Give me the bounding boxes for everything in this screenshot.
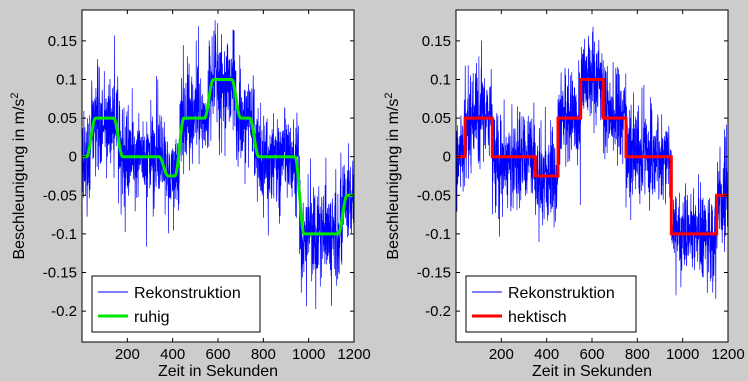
y-axis-label: Beschleunigung in m/s2 bbox=[9, 92, 28, 259]
y-tick-label: 0.05 bbox=[422, 110, 451, 127]
legend-label: ruhig bbox=[134, 309, 170, 326]
x-axis-label: Zeit in Sekunden bbox=[532, 363, 652, 380]
y-tick-label: -0.15 bbox=[417, 265, 451, 282]
y-axis-label-superscript: 2 bbox=[383, 92, 395, 98]
x-tick-label: 1200 bbox=[711, 346, 744, 363]
y-axis-label-text: Beschleunigung in m/s bbox=[11, 99, 28, 260]
x-axis-label: Zeit in Sekunden bbox=[158, 363, 278, 380]
y-tick-label: 0 bbox=[69, 149, 77, 166]
y-tick-label: -0.2 bbox=[51, 303, 77, 320]
left-chart-panel: 0.15 0.1 0.05 0 -0.05 -0.1 -0.15 -0.2 200 400 600 8… bbox=[9, 9, 371, 380]
y-tick-label: -0.05 bbox=[417, 187, 451, 204]
x-tick-label: 800 bbox=[625, 346, 650, 363]
y-tick-label: 0.15 bbox=[48, 33, 77, 50]
x-tick-label: 800 bbox=[251, 346, 276, 363]
y-tick-label: -0.2 bbox=[425, 303, 451, 320]
x-tick-label: 200 bbox=[115, 346, 140, 363]
y-tick-label: -0.15 bbox=[43, 265, 77, 282]
y-tick-label: -0.1 bbox=[51, 226, 77, 243]
y-axis-label-superscript: 2 bbox=[9, 92, 21, 98]
y-tick-label: 0.1 bbox=[56, 71, 77, 88]
y-axis-label: Beschleunigung in m/s2 bbox=[383, 92, 402, 259]
x-tick-label: 1000 bbox=[666, 346, 699, 363]
x-tick-label: 1200 bbox=[337, 346, 370, 363]
y-tick-label: -0.05 bbox=[43, 187, 77, 204]
legend-label: Rekonstruktion bbox=[508, 285, 615, 302]
series-line-ruhig bbox=[82, 78, 354, 236]
y-tick-label: 0.05 bbox=[48, 110, 77, 127]
x-tick-label: 400 bbox=[534, 346, 559, 363]
y-tick-label: 0 bbox=[443, 149, 451, 166]
legend-label: hektisch bbox=[508, 309, 567, 326]
x-tick-label: 1000 bbox=[292, 346, 325, 363]
x-tick-label: 400 bbox=[160, 346, 185, 363]
x-tick-label: 200 bbox=[489, 346, 514, 363]
y-tick-label: 0.15 bbox=[422, 33, 451, 50]
y-tick-label: -0.1 bbox=[425, 226, 451, 243]
legend: Rekonstruktion hektisch bbox=[465, 275, 637, 333]
right-chart-panel: 0.15 0.1 0.05 0 -0.05 -0.1 -0.15 -0.2 200 400 600 8… bbox=[383, 9, 745, 380]
y-tick-label: 0.1 bbox=[430, 71, 451, 88]
x-tick-label: 600 bbox=[579, 346, 604, 363]
y-axis-label-text: Beschleunigung in m/s bbox=[385, 99, 402, 260]
series-line-rekonstruktion bbox=[82, 20, 354, 310]
series-line-hektisch bbox=[456, 78, 728, 236]
legend: Rekonstruktion ruhig bbox=[91, 275, 261, 333]
legend-label: Rekonstruktion bbox=[134, 285, 241, 302]
x-tick-label: 600 bbox=[205, 346, 230, 363]
